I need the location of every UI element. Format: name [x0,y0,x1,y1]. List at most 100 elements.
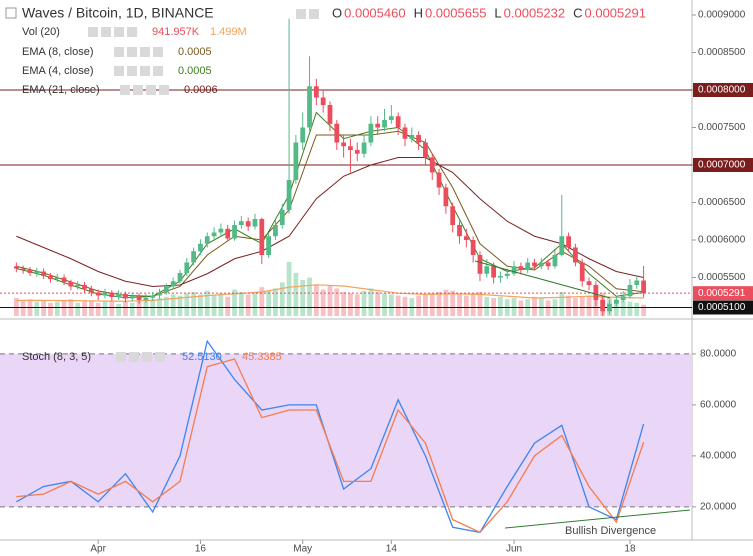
price-label: 0.0008000 [698,85,746,96]
legend-icon[interactable] [153,47,163,57]
candle-body [109,292,115,297]
legend-icon[interactable] [133,85,143,95]
volume-bar [170,294,176,316]
candle-body [470,240,476,255]
y-tick-label: 80.0000 [700,349,737,360]
candle-body [463,236,469,240]
candle-body [382,120,387,128]
y-tick-label: 20.0000 [700,502,737,513]
legend-icon[interactable] [146,85,156,95]
legend-icon[interactable] [5,7,17,19]
volume-bar [307,277,312,316]
legend-icon[interactable] [155,352,165,362]
candle-body [552,255,558,267]
candle-body [395,116,401,128]
volume-bar [436,292,442,316]
volume-bar [341,292,346,316]
chart-title: Waves / Bitcoin, 1D, BINANCE [22,5,214,21]
y-tick-label: 0.0008500 [698,47,746,58]
legend-value: 1.499M [210,26,247,38]
legend-icon[interactable] [159,85,169,95]
volume-bar [259,287,265,316]
volume-bar [586,295,592,316]
volume-bar [163,296,169,316]
candle-body [545,262,551,267]
volume-bar [273,288,278,316]
candle-body [613,300,619,304]
volume-bar [266,290,272,316]
candle-body [634,280,640,285]
volume-bar [75,302,81,316]
candle-body [361,142,367,154]
candle-body [416,135,421,143]
volume-bar [232,289,237,316]
y-tick-label: 0.0009000 [698,10,746,21]
ohlc-value: 0.0005232 [504,5,565,20]
y-tick-label: 0.0006000 [698,235,746,246]
legend-icon[interactable] [140,47,150,57]
volume-bar [211,295,217,316]
legend-icon[interactable] [309,9,319,19]
legend-icon[interactable] [129,352,139,362]
y-tick-label: 0.0007500 [698,122,746,133]
legend-icon[interactable] [101,27,111,37]
legend: Waves / Bitcoin, 1D, BINANCE O 0.0005460 H 0… [5,5,646,363]
ohlc-key: H [414,5,423,20]
x-tick-label: 18 [624,544,636,555]
volume-bar [252,293,258,316]
volume-bar [204,290,210,316]
volume-bar [225,296,231,316]
candle-body [525,262,531,270]
legend-value: 0.0005 [178,65,212,77]
x-tick-label: 14 [386,544,398,555]
x-tick-label: 16 [195,544,207,555]
legend-icon[interactable] [127,66,137,76]
volume-bar [48,302,53,316]
volume-bar [129,302,135,316]
candle-body [61,277,67,282]
candle-body [54,277,60,279]
candle-body [82,285,87,289]
legend-icon[interactable] [296,9,306,19]
legend-icon[interactable] [127,47,137,57]
candle-body [532,262,537,267]
candle-body [123,294,128,299]
volume-bar [238,292,244,316]
volume-bar [498,296,503,316]
candle-body [136,296,142,300]
legend-icon[interactable] [114,47,124,57]
volume-bar [143,301,149,316]
legend-icon[interactable] [120,85,130,95]
candle-body [443,187,449,207]
volume-bar [620,300,626,316]
legend-icon[interactable] [140,66,150,76]
volume-bar [470,293,476,316]
legend-label: EMA (21, close) [22,84,100,96]
volume-bar [375,292,381,316]
volume-bar [116,304,122,316]
candle-body [191,251,197,263]
legend-icon[interactable] [116,352,126,362]
legend-icon[interactable] [114,27,124,37]
candle-body [504,273,510,276]
candle-body [245,221,251,227]
candle-body [129,296,135,299]
ohlc-key: L [494,5,501,20]
legend-icon[interactable] [127,27,137,37]
candle-body [423,142,428,158]
volume-bar [559,292,565,316]
candle-body [320,97,326,105]
candle-body [341,142,346,147]
volume-bar [20,300,26,316]
legend-icon[interactable] [142,352,152,362]
legend-icon[interactable] [88,27,98,37]
candle-body [41,271,47,276]
volume-bar [245,294,251,316]
candle-body [75,285,81,287]
legend-icon[interactable] [153,66,163,76]
legend-icon[interactable] [114,66,124,76]
candle-body [88,288,94,293]
candle-body [559,236,565,255]
volume-bar [532,296,537,316]
candle-body [511,266,517,274]
